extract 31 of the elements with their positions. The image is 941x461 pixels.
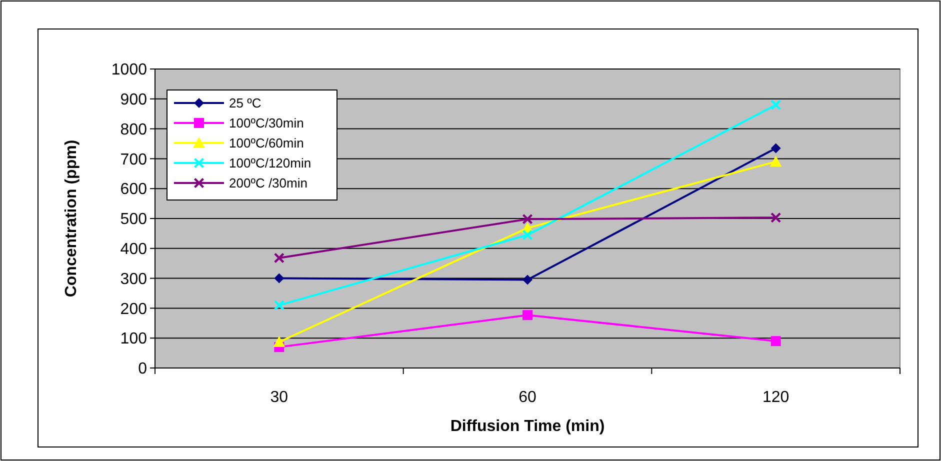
y-tick-label: 400	[120, 241, 148, 258]
y-tick-label: 600	[120, 181, 148, 198]
legend-label: 25 ºC	[229, 96, 262, 111]
legend-label: 200ºC /30min	[229, 176, 308, 191]
point	[770, 156, 782, 167]
x-tick-label: 60	[518, 389, 536, 406]
y-axis-title: Concentration (ppm)	[63, 140, 80, 298]
point	[274, 300, 284, 310]
y-tick-label: 0	[138, 360, 148, 378]
point	[770, 336, 781, 346]
x-tick-label: 30	[270, 389, 288, 406]
y-tick-label: 500	[120, 211, 148, 228]
point	[522, 230, 533, 240]
x-tick-label: 120	[762, 389, 790, 406]
y-tick-label: 1000	[111, 62, 148, 79]
y-tick-label: 200	[120, 300, 148, 318]
y-tick-label: 100	[120, 330, 148, 348]
legend-label: 100ºC/120min	[229, 156, 312, 171]
x-axis-title: Diffusion Time (min)	[450, 418, 605, 435]
y-tick-label: 900	[120, 92, 148, 108]
legend-label: 100ºC/60min	[229, 136, 304, 151]
point	[770, 100, 781, 110]
legend-label: 100ºC/30min	[229, 116, 304, 131]
point	[522, 310, 532, 320]
point	[770, 143, 781, 154]
point	[522, 274, 532, 285]
y-tick-label: 700	[120, 151, 148, 168]
y-tick-label: 300	[120, 270, 148, 288]
y-tick-label: 800	[120, 121, 148, 138]
point	[273, 336, 286, 347]
point	[274, 273, 284, 284]
